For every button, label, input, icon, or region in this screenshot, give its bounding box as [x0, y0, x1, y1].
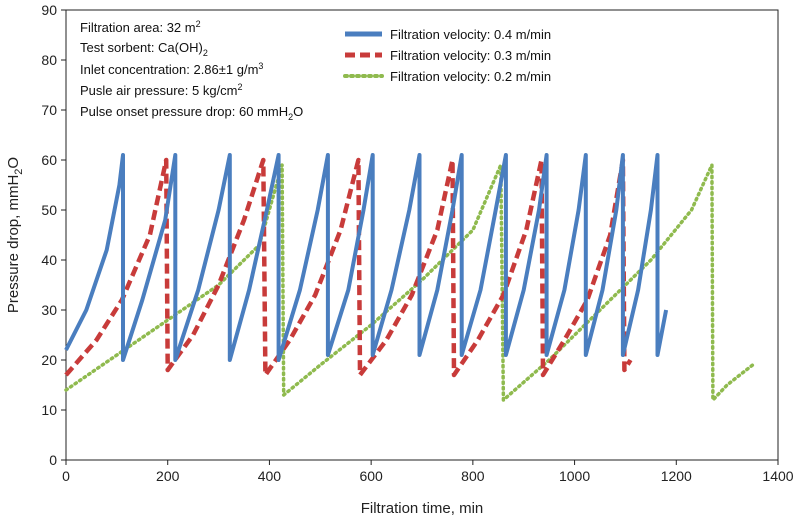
y-axis-label-end: O: [5, 157, 22, 169]
x-tick-label: 1000: [559, 468, 590, 484]
x-tick-label: 200: [156, 468, 180, 484]
y-tick-label: 10: [41, 402, 57, 418]
y-axis-label-main: Pressure drop, mmH: [5, 175, 22, 313]
series-line-0-4: [64, 153, 669, 362]
annotation-inlet-concentration: Inlet concentration: 2.86±1 g/m3: [80, 61, 263, 77]
y-tick-label: 60: [41, 152, 57, 168]
legend-label-0-3: Filtration velocity: 0.3 m/min: [390, 48, 551, 63]
series-line-0-3: [64, 157, 633, 378]
legend: Filtration velocity: 0.4 m/min Filtratio…: [343, 27, 551, 84]
y-tick-label: 0: [49, 452, 57, 468]
annotation-test-sorbent: Test sorbent: Ca(OH)2: [80, 40, 208, 58]
y-tick-label: 30: [41, 302, 57, 318]
x-tick-label: 800: [461, 468, 485, 484]
x-tick-label: 1400: [762, 468, 793, 484]
y-tick-label: 80: [41, 52, 57, 68]
plot-frame: [65, 9, 779, 461]
annotation-box: Filtration area: 32 m2 Test sorbent: Ca(…: [80, 19, 303, 122]
x-tick-label: 400: [258, 468, 282, 484]
x-axis-label: Filtration time, min: [361, 500, 484, 517]
series-layer: [64, 153, 755, 402]
y-axis-label: Pressure drop, mmH2O: [5, 157, 25, 313]
y-tick-label: 20: [41, 352, 57, 368]
legend-label-0-4: Filtration velocity: 0.4 m/min: [390, 27, 551, 42]
annotation-filtration-area: Filtration area: 32 m2: [80, 19, 201, 35]
x-tick-label: 600: [359, 468, 383, 484]
y-tick-label: 90: [41, 2, 57, 18]
annotation-pulse-onset: Pulse onset pressure drop: 60 mmH2O: [80, 104, 303, 122]
y-tick-label: 40: [41, 252, 57, 268]
x-tick-label: 1200: [661, 468, 692, 484]
x-tick-label: 0: [62, 468, 70, 484]
ticks-layer: 0 200 400 600 800 1000 1200 1400 0 10 20 30 40 50 60 70…: [41, 2, 793, 484]
legend-label-0-2: Filtration velocity: 0.2 m/min: [390, 69, 551, 84]
y-axis-label-sub: 2: [13, 169, 25, 175]
annotation-pulse-air-pressure: Pusle air pressure: 5 kg/cm2: [80, 82, 243, 98]
series-line-0-2: [64, 163, 755, 402]
y-tick-label: 70: [41, 102, 57, 118]
y-tick-label: 50: [41, 202, 57, 218]
